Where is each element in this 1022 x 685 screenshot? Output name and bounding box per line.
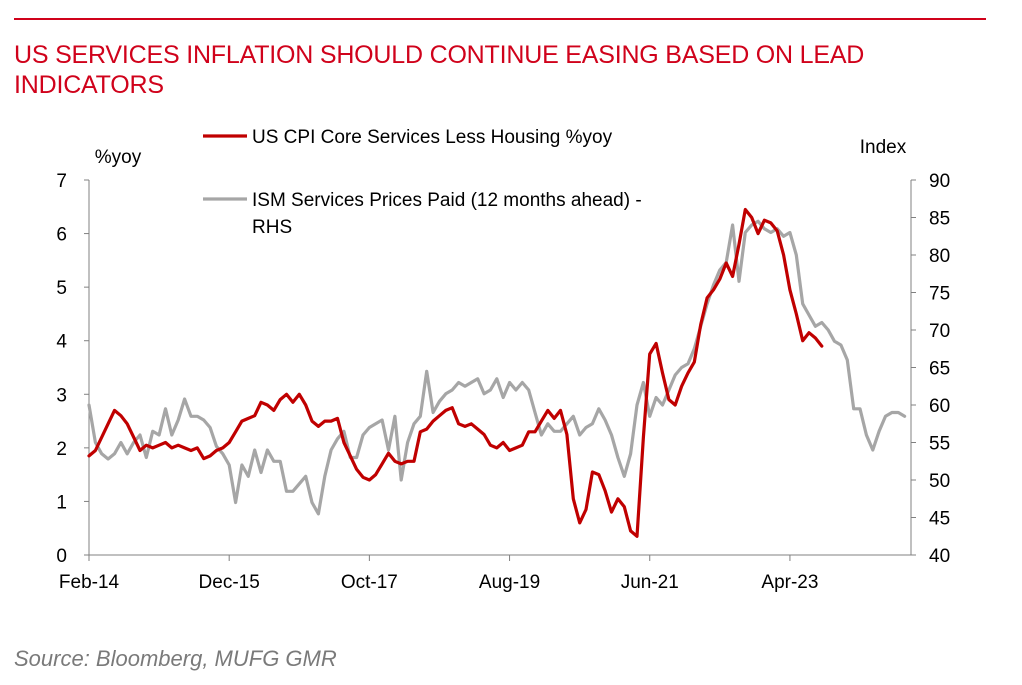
x-tick-label: Aug-19 xyxy=(479,572,540,593)
right-tick-label: 65 xyxy=(929,359,950,380)
cpi-core-services-line xyxy=(87,207,824,538)
legend-label-ism-cont: RHS xyxy=(252,217,292,238)
x-tick-label: Dec-15 xyxy=(199,572,260,593)
right-tick-label: 85 xyxy=(929,209,950,230)
right-axis-label: Index xyxy=(860,137,907,158)
left-axis-label: %yoy xyxy=(95,147,142,168)
right-tick-label: 80 xyxy=(929,246,950,267)
legend-label-cpi: US CPI Core Services Less Housing %yoy xyxy=(252,127,613,148)
left-tick-label: 7 xyxy=(56,171,67,192)
right-tick-label: 60 xyxy=(929,396,950,417)
x-tick-label: Jun-21 xyxy=(621,572,679,593)
left-tick-label: 2 xyxy=(56,439,67,460)
right-tick-label: 40 xyxy=(929,546,950,567)
right-tick-label: 45 xyxy=(929,509,950,530)
chart-title: US SERVICES INFLATION SHOULD CONTINUE EA… xyxy=(14,41,865,99)
x-tick-label: Apr-23 xyxy=(761,572,818,593)
right-tick-label: 55 xyxy=(929,434,950,455)
left-tick-label: 3 xyxy=(56,385,67,406)
left-tick-label: 6 xyxy=(56,225,67,246)
right-tick-label: 50 xyxy=(929,471,950,492)
left-tick-label: 1 xyxy=(56,492,67,513)
left-tick-label: 0 xyxy=(56,546,67,567)
right-tick-label: 75 xyxy=(929,284,950,305)
top-rule xyxy=(14,18,986,20)
ism-prices-paid-line xyxy=(87,219,907,516)
right-tick-label: 90 xyxy=(929,171,950,192)
x-tick-label: Oct-17 xyxy=(341,572,398,593)
right-tick-label: 70 xyxy=(929,321,950,342)
left-tick-label: 5 xyxy=(56,278,67,299)
x-tick-label: Feb-14 xyxy=(59,572,120,593)
left-tick-label: 4 xyxy=(56,332,67,353)
source-note: Source: Bloomberg, MUFG GMR xyxy=(14,646,337,671)
legend-label-ism: ISM Services Prices Paid (12 months ahea… xyxy=(252,190,642,211)
